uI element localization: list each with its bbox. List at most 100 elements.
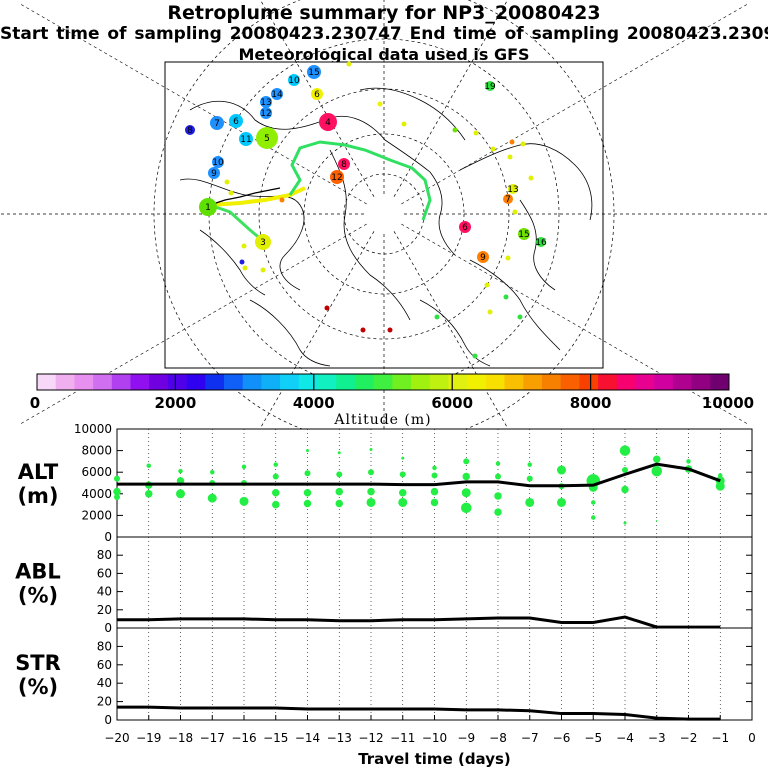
altitude-point-63 bbox=[656, 520, 658, 522]
altitude-point-31 bbox=[401, 456, 405, 460]
colorbar-segment-33 bbox=[654, 374, 674, 390]
altitude-point-17 bbox=[272, 488, 280, 497]
altitude-point-43 bbox=[495, 461, 501, 466]
meridian-line bbox=[260, 0, 375, 197]
ytick-label: 80 bbox=[97, 639, 112, 653]
coastline-9 bbox=[359, 87, 466, 141]
meridian-line bbox=[173, 231, 375, 578]
xtick-label: −4 bbox=[616, 731, 634, 745]
plume-cluster-10 bbox=[239, 132, 253, 146]
altitude-point-15 bbox=[273, 462, 278, 467]
colorbar-segment-6 bbox=[149, 374, 169, 390]
altitude-point-23 bbox=[337, 451, 341, 455]
altitude-point-45 bbox=[494, 492, 502, 500]
plume-cluster-16 bbox=[330, 170, 344, 184]
plume-dot-1 bbox=[377, 101, 383, 107]
colorbar-segment-35 bbox=[691, 374, 711, 390]
ytick-label: 60 bbox=[97, 658, 112, 672]
colorbar-segment-3 bbox=[93, 374, 113, 390]
plume-track bbox=[209, 140, 432, 247]
ytick-label: 0 bbox=[104, 530, 112, 544]
plume-cluster-label-24: 15 bbox=[518, 230, 529, 240]
ytick-label: 80 bbox=[97, 548, 112, 562]
plume-dot-15 bbox=[487, 309, 493, 315]
plume-dot-24 bbox=[224, 179, 230, 185]
altitude-point-27 bbox=[369, 448, 373, 452]
plume-cluster-3 bbox=[271, 88, 283, 100]
plume-cluster-label-12: 10 bbox=[212, 158, 224, 168]
series-line-str bbox=[117, 705, 721, 721]
altitude-point-58 bbox=[622, 467, 628, 474]
meridian-line bbox=[401, 3, 748, 205]
plume-cluster-label-7: 8 bbox=[187, 126, 193, 136]
plume-dot-23 bbox=[434, 314, 440, 320]
plume-cluster-12 bbox=[212, 156, 224, 168]
altitude-point-3 bbox=[146, 463, 151, 468]
plume-cluster-11 bbox=[256, 127, 278, 149]
plume-cluster-label-15: 3 bbox=[260, 238, 266, 248]
colorbar-segment-24 bbox=[485, 374, 506, 390]
plume-dot-19 bbox=[239, 259, 245, 265]
colorbar-segment-31 bbox=[616, 374, 636, 390]
xtick-label: −3 bbox=[648, 731, 666, 745]
panel-label-title: ABL bbox=[15, 560, 61, 584]
plume-cluster-17 bbox=[338, 158, 350, 170]
coastline-3 bbox=[459, 143, 593, 221]
ytick-label: 0 bbox=[104, 621, 112, 635]
altitude-point-35 bbox=[432, 465, 437, 471]
colorbar-segment-30 bbox=[598, 374, 618, 390]
plume-dot-27 bbox=[279, 197, 285, 203]
altitude-point-42 bbox=[461, 502, 472, 514]
altitude-point-28 bbox=[368, 469, 374, 476]
altitude-point-2 bbox=[114, 494, 120, 501]
altitude-point-61 bbox=[653, 455, 661, 463]
xtick-label: −10 bbox=[422, 731, 447, 745]
colorbar-segment-2 bbox=[74, 374, 94, 390]
colorbar-segment-25 bbox=[504, 374, 524, 390]
xtick-label: −13 bbox=[327, 731, 352, 745]
plume-cluster-label-22: 9 bbox=[480, 253, 486, 263]
coastline-8 bbox=[199, 229, 266, 296]
plume-dot-14 bbox=[517, 314, 523, 320]
ytick-label: 8000 bbox=[81, 444, 112, 458]
plume-dot-22 bbox=[324, 305, 330, 311]
colorbar-tick-label: 8000 bbox=[570, 394, 612, 412]
colorbar-segment-27 bbox=[541, 374, 562, 390]
meridian-line bbox=[20, 223, 367, 425]
ytick-label: 2000 bbox=[81, 508, 112, 522]
altitude-point-55 bbox=[591, 500, 596, 505]
altitude-point-11 bbox=[207, 493, 217, 503]
track-segment-arctic bbox=[288, 140, 432, 221]
colorbar-segment-0 bbox=[37, 374, 57, 390]
colorbar-frame bbox=[36, 373, 730, 391]
xtick-label: −18 bbox=[168, 731, 193, 745]
plume-dot-8 bbox=[507, 154, 513, 160]
plume-cluster-0 bbox=[307, 65, 321, 79]
altitude-point-29 bbox=[367, 487, 375, 496]
plume-cluster-13 bbox=[208, 167, 220, 179]
plume-cluster-5 bbox=[260, 107, 272, 119]
altitude-point-19 bbox=[306, 449, 309, 453]
plume-cluster-1 bbox=[288, 74, 300, 86]
colorbar-segment-19 bbox=[392, 374, 412, 390]
panel-label-title: STR bbox=[15, 651, 61, 675]
track-segment-yellow bbox=[209, 186, 306, 207]
ytick-label: 60 bbox=[97, 566, 112, 580]
plume-cluster-9 bbox=[229, 114, 243, 128]
colorbar-segment-11 bbox=[242, 374, 262, 390]
altitude-point-20 bbox=[304, 470, 311, 477]
plume-cluster-label-11: 5 bbox=[264, 134, 270, 144]
plume-cluster-label-6: 4 bbox=[325, 118, 331, 128]
xtick-label: −2 bbox=[680, 731, 698, 745]
plume-cluster-label-5: 12 bbox=[260, 109, 271, 119]
altitude-point-50 bbox=[557, 465, 566, 475]
plume-dot-9 bbox=[528, 175, 534, 181]
altitude-point-52 bbox=[557, 497, 566, 507]
ytick-label: 10000 bbox=[74, 422, 112, 436]
plume-dot-12 bbox=[484, 282, 490, 288]
ytick-label: 4000 bbox=[81, 487, 112, 501]
panel-label-units: (%) bbox=[18, 675, 58, 699]
altitude-point-48 bbox=[526, 475, 533, 482]
altitude-point-64 bbox=[686, 459, 691, 464]
